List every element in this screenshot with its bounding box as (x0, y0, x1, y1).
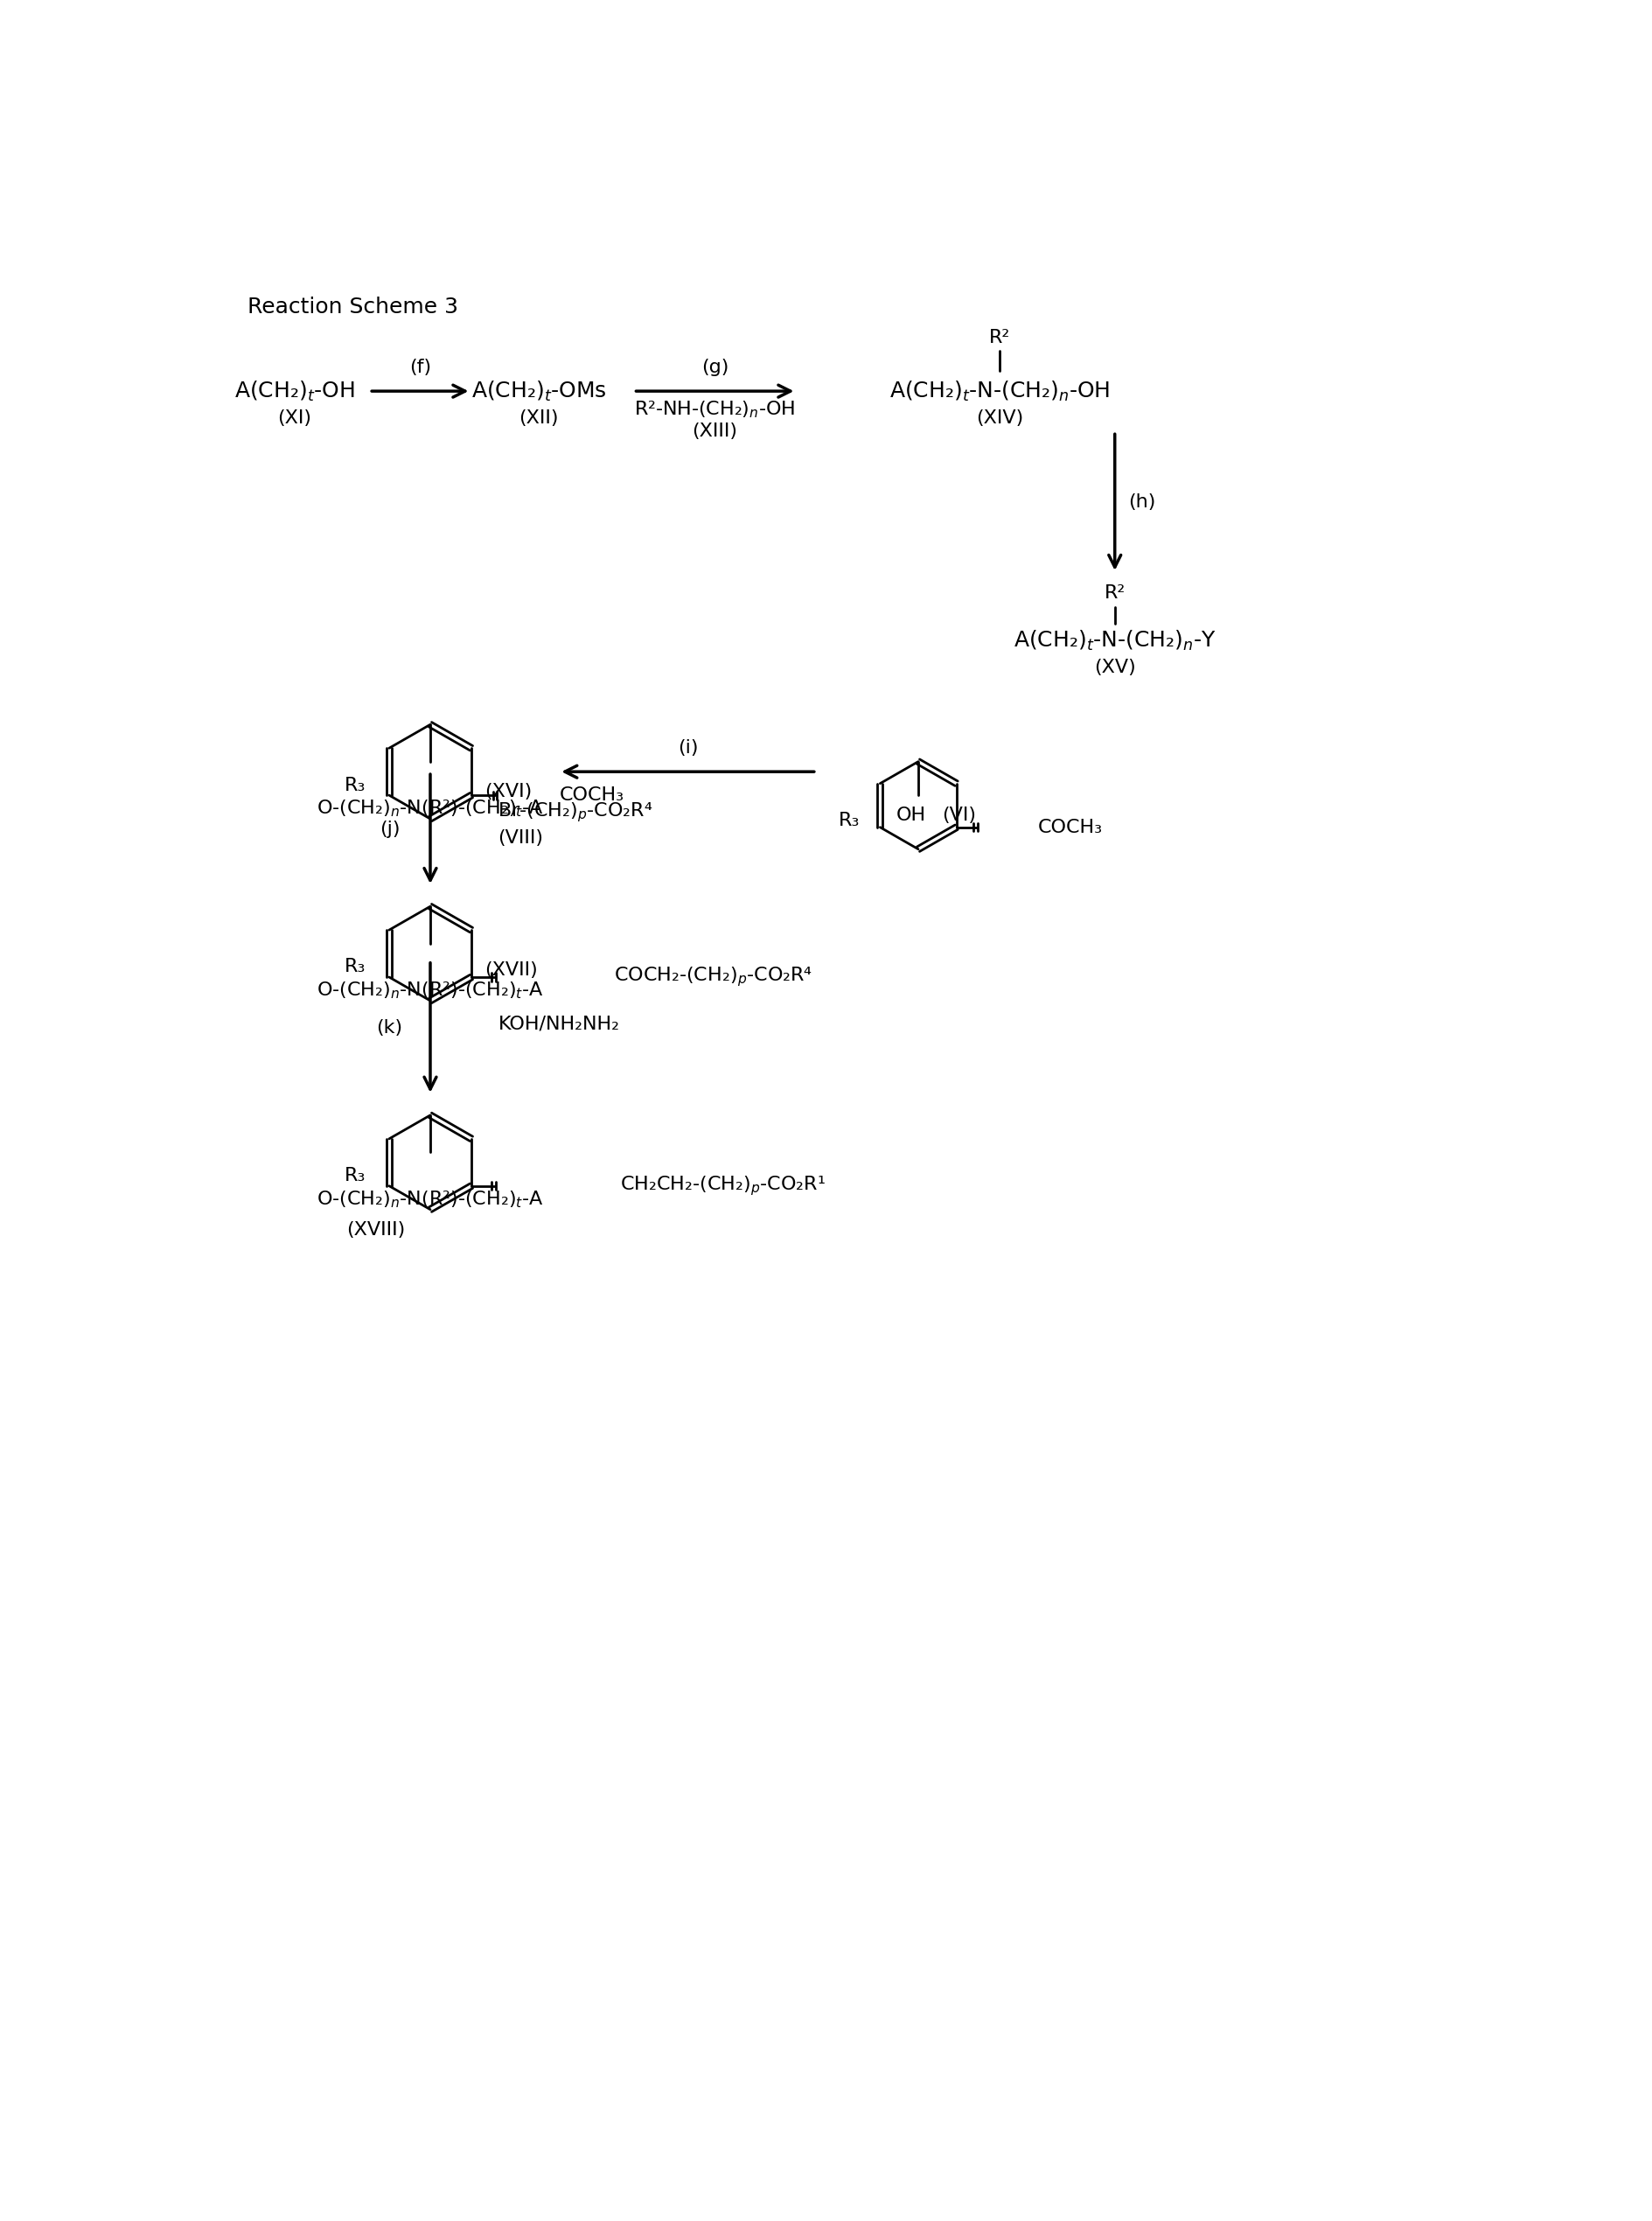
Text: (XVI): (XVI) (484, 784, 532, 800)
Text: CH₂CH₂-(CH₂)$_p$-CO₂R¹: CH₂CH₂-(CH₂)$_p$-CO₂R¹ (620, 1175, 826, 1197)
Text: Br-(CH₂)$_p$-CO₂R⁴: Br-(CH₂)$_p$-CO₂R⁴ (497, 800, 653, 824)
Text: A(CH₂)$_t$-OMs: A(CH₂)$_t$-OMs (471, 380, 606, 402)
Text: (VIII): (VIII) (497, 828, 544, 846)
Text: R²: R² (1104, 584, 1125, 602)
Text: R²: R² (988, 329, 1009, 346)
Text: A(CH₂)$_t$-N-(CH₂)$_n$-Y: A(CH₂)$_t$-N-(CH₂)$_n$-Y (1013, 629, 1216, 653)
Text: COCH₃: COCH₃ (1037, 820, 1102, 835)
Text: O-(CH₂)$_n$-N(R²)-(CH₂)$_t$-A: O-(CH₂)$_n$-N(R²)-(CH₂)$_t$-A (317, 1188, 544, 1210)
Text: (XII): (XII) (519, 409, 558, 426)
Text: (XIII): (XIII) (692, 422, 737, 440)
Text: (g): (g) (700, 360, 729, 375)
Text: R²-NH-(CH₂)$_n$-OH: R²-NH-(CH₂)$_n$-OH (634, 400, 795, 420)
Text: O-(CH₂)$_n$-N(R²)-(CH₂)$_t$-A: O-(CH₂)$_n$-N(R²)-(CH₂)$_t$-A (317, 979, 544, 1002)
Text: (i): (i) (677, 740, 697, 757)
Text: (h): (h) (1128, 493, 1155, 511)
Text: (k): (k) (377, 1019, 403, 1037)
Text: (XIV): (XIV) (975, 409, 1023, 426)
Text: OH: OH (895, 806, 925, 824)
Text: KOH/NH₂NH₂: KOH/NH₂NH₂ (497, 1015, 620, 1033)
Text: COCH₃: COCH₃ (558, 786, 624, 804)
Text: R₃: R₃ (344, 777, 365, 793)
Text: A(CH₂)$_t$-OH: A(CH₂)$_t$-OH (235, 380, 355, 402)
Text: (XVIII): (XVIII) (347, 1222, 405, 1239)
Text: Reaction Scheme 3: Reaction Scheme 3 (248, 298, 458, 318)
Text: A(CH₂)$_t$-N-(CH₂)$_n$-OH: A(CH₂)$_t$-N-(CH₂)$_n$-OH (889, 380, 1110, 402)
Text: R₃: R₃ (344, 957, 365, 975)
Text: R₃: R₃ (838, 813, 859, 828)
Text: (XV): (XV) (1094, 660, 1135, 675)
Text: (XVII): (XVII) (484, 962, 537, 979)
Text: (j): (j) (378, 820, 400, 837)
Text: R₃: R₃ (344, 1166, 365, 1184)
Text: (VI): (VI) (942, 806, 975, 824)
Text: COCH₂-(CH₂)$_p$-CO₂R⁴: COCH₂-(CH₂)$_p$-CO₂R⁴ (613, 966, 811, 988)
Text: (f): (f) (410, 360, 431, 375)
Text: (XI): (XI) (278, 409, 312, 426)
Text: O-(CH₂)$_n$-N(R²)-(CH₂)$_t$-A: O-(CH₂)$_n$-N(R²)-(CH₂)$_t$-A (317, 797, 544, 820)
